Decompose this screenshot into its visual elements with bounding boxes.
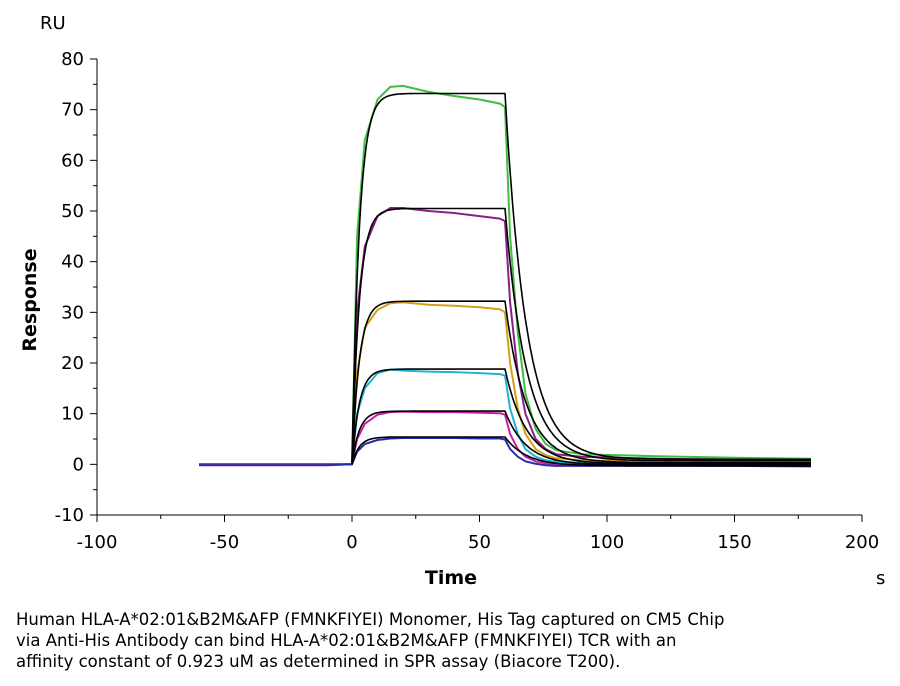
- x-tick-label: 100: [590, 532, 624, 553]
- y-tick-label: 60: [61, 150, 84, 171]
- caption-line-1: Human HLA-A*02:01&B2M&AFP (FMNKFIYEI) Mo…: [16, 610, 725, 629]
- fit-curve-4: [351, 368, 811, 465]
- y-tick-label: 80: [61, 49, 84, 70]
- series-layer: [199, 84, 812, 468]
- fit-curve-6: [351, 436, 811, 467]
- y-tick-label: 10: [61, 404, 84, 425]
- sensorgram-series-6: [199, 437, 812, 468]
- y-unit-label: RU: [40, 13, 66, 34]
- sensorgram-series-1: [199, 84, 812, 466]
- y-tick-label: 0: [73, 454, 84, 475]
- y-tick-label: -10: [55, 505, 84, 526]
- fit-curve-5: [351, 410, 811, 466]
- y-tick-label: 40: [61, 252, 84, 273]
- x-tick-label: 0: [346, 532, 357, 553]
- x-unit-label: s: [876, 568, 885, 589]
- fit-curve-1: [351, 92, 811, 465]
- fit-curve-2: [351, 207, 811, 465]
- y-tick-label: 70: [61, 100, 84, 121]
- caption-line-3: affinity constant of 0.923 uM as determi…: [16, 652, 621, 671]
- x-tick-label: 150: [717, 532, 751, 553]
- x-tick-label: -100: [77, 532, 118, 553]
- x-tick-label: 50: [468, 532, 491, 553]
- y-tick-label: 50: [61, 201, 84, 222]
- caption-line-2: via Anti-His Antibody can bind HLA-A*02:…: [16, 631, 677, 650]
- x-tick-label: -50: [210, 532, 239, 553]
- x-tick-label: 200: [845, 532, 879, 553]
- figure-caption: Human HLA-A*02:01&B2M&AFP (FMNKFIYEI) Mo…: [16, 609, 886, 672]
- x-axis-title: Time: [425, 567, 477, 589]
- y-tick-label: 30: [61, 302, 84, 323]
- fit-curve-3: [351, 300, 811, 465]
- y-axis-title: Response: [19, 248, 41, 351]
- fit-layer: [351, 92, 811, 467]
- y-tick-label: 20: [61, 353, 84, 374]
- sensorgram-series-2: [199, 207, 812, 466]
